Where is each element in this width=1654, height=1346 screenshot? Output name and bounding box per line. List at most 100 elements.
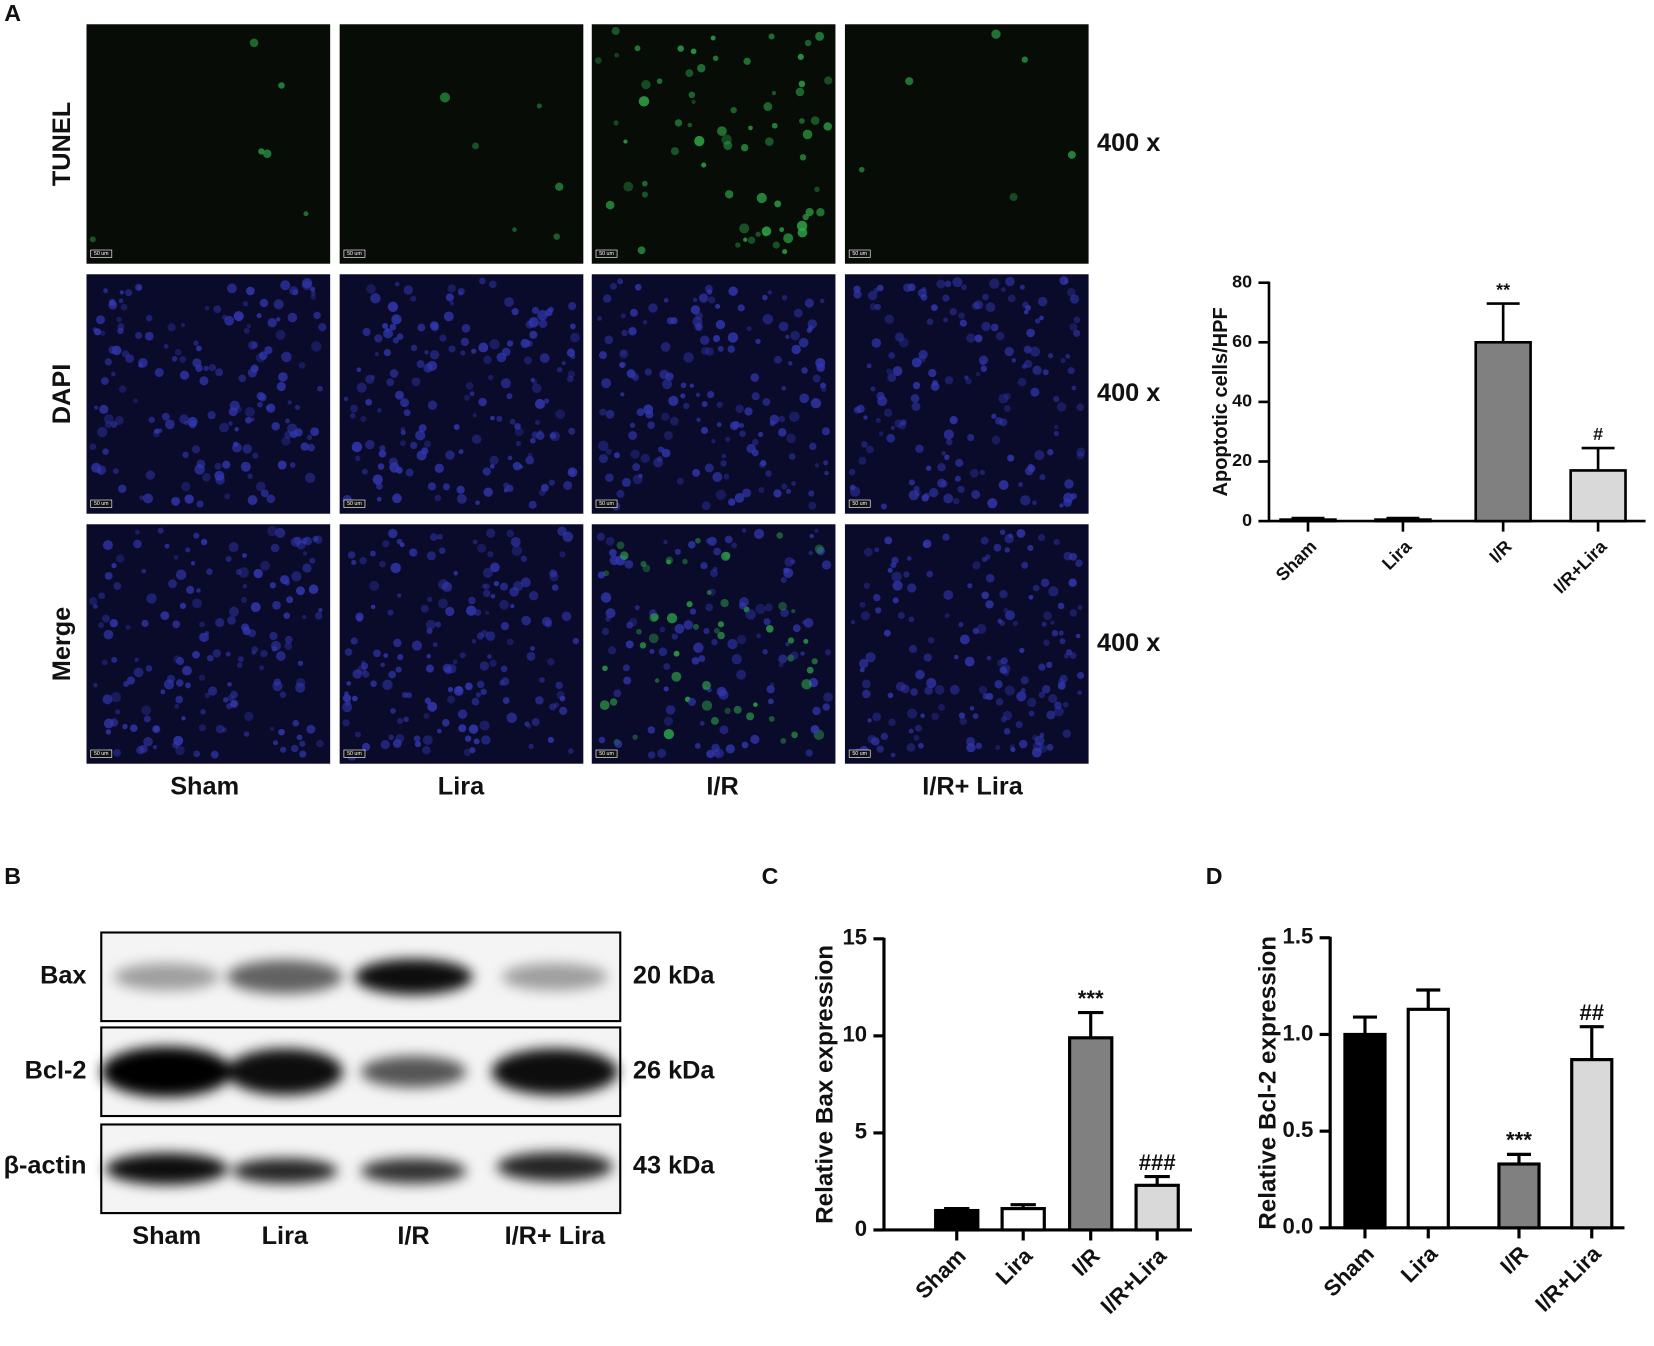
nucleus [972, 561, 981, 570]
nucleus [944, 454, 950, 461]
nucleus [96, 465, 107, 475]
nucleus [891, 571, 902, 582]
protein-label: Bax [40, 961, 86, 989]
nucleus [372, 474, 383, 485]
nucleus [654, 678, 660, 683]
nucleus [703, 628, 710, 635]
y-axis-title: Relative Bcl-2 expression [1254, 936, 1281, 1230]
nucleus [875, 417, 881, 423]
nucleus [620, 392, 625, 397]
nucleus [641, 191, 648, 198]
nucleus [471, 348, 477, 354]
nucleus [682, 558, 688, 565]
nucleus [731, 653, 742, 665]
nucleus [732, 420, 741, 429]
nucleus [747, 236, 756, 244]
nucleus [392, 493, 402, 504]
nucleus [176, 657, 185, 666]
nucleus [204, 692, 211, 699]
nucleus [730, 106, 737, 114]
nucleus [113, 582, 122, 591]
nucleus [555, 409, 566, 420]
nucleus [267, 317, 277, 328]
nucleus [313, 311, 321, 320]
band [113, 963, 220, 991]
nucleus [944, 613, 950, 619]
nucleus [212, 649, 222, 658]
nucleus [447, 284, 456, 293]
nucleus [275, 527, 286, 538]
nucleus [243, 327, 250, 334]
nucleus [602, 665, 608, 672]
nucleus [926, 677, 937, 689]
nucleus [861, 441, 868, 448]
nucleus [1060, 358, 1066, 364]
nucleus [429, 321, 439, 330]
nucleus [547, 736, 555, 744]
nucleus [302, 614, 307, 620]
micrograph-bg [844, 274, 1089, 514]
nucleus [712, 334, 721, 343]
nucleus [441, 719, 450, 727]
nucleus [1063, 498, 1072, 507]
nucleus [464, 735, 472, 742]
nucleus [942, 533, 950, 541]
nucleus [668, 395, 679, 406]
nucleus [920, 713, 925, 718]
nucleus [1000, 716, 1007, 723]
nucleus [929, 487, 939, 498]
nucleus [192, 598, 202, 609]
micrograph: 50 um [339, 274, 584, 514]
nucleus [302, 563, 312, 573]
nucleus [778, 601, 787, 611]
nucleus [225, 555, 232, 563]
nucleus [890, 425, 895, 430]
nucleus [1031, 747, 1042, 758]
nucleus [705, 603, 714, 612]
nucleus [1067, 367, 1075, 375]
nucleus [741, 528, 747, 533]
nucleus [892, 580, 903, 591]
nucleus [805, 207, 814, 217]
nucleus [438, 579, 449, 590]
nucleus [634, 283, 642, 291]
nucleus [103, 414, 114, 424]
nucleus [397, 717, 404, 724]
nucleus [1075, 559, 1083, 567]
nucleus [489, 339, 500, 350]
nucleus [674, 119, 683, 127]
nucleus [1007, 454, 1015, 462]
nucleus [93, 604, 98, 610]
nucleus [866, 445, 874, 454]
bar [1570, 1058, 1614, 1230]
nucleus [707, 390, 715, 399]
nucleus [473, 738, 480, 745]
nucleus [145, 470, 156, 480]
nucleus [287, 312, 298, 323]
nucleus [481, 735, 491, 745]
nucleus [171, 496, 181, 506]
nucleus [702, 680, 711, 690]
nucleus [295, 586, 305, 596]
nucleus [441, 581, 453, 592]
nucleus [537, 309, 548, 321]
nucleus [926, 570, 934, 578]
nucleus [227, 616, 236, 625]
nucleus [998, 393, 1009, 404]
nucleus [665, 556, 674, 564]
scale-bar-box [848, 749, 871, 758]
nucleus [207, 410, 216, 420]
nucleus [802, 129, 813, 140]
nucleus [930, 382, 940, 391]
nucleus [1062, 701, 1069, 708]
nucleus [175, 679, 184, 687]
nucleus [472, 413, 477, 418]
nucleus [376, 482, 383, 490]
nucleus [781, 385, 787, 391]
nucleus [1076, 451, 1085, 460]
nucleus [234, 405, 242, 413]
nucleus [563, 480, 573, 491]
nucleus [934, 685, 945, 695]
nucleus [971, 489, 981, 499]
